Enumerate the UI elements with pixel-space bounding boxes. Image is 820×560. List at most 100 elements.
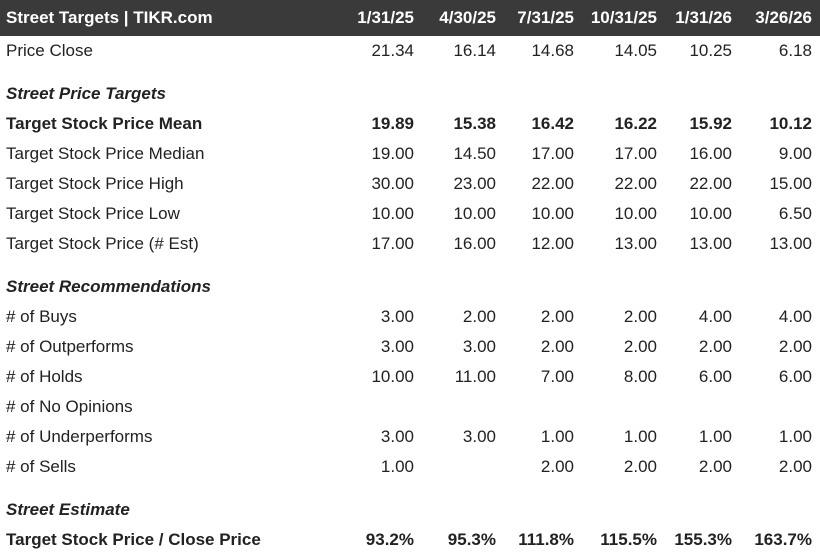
table-cell: 10.12 bbox=[769, 114, 812, 133]
row-label: Target Stock Price (# Est) bbox=[6, 234, 199, 253]
table-row-buys: # of Buys 3.00 2.00 2.00 2.00 4.00 4.00 bbox=[0, 302, 820, 332]
column-header: 10/31/25 bbox=[590, 8, 657, 27]
table-cell: 11.00 bbox=[454, 367, 496, 386]
table-cell: 19.00 bbox=[371, 144, 414, 163]
table-cell: 2.00 bbox=[698, 337, 732, 356]
table-cell: 10.00 bbox=[531, 204, 574, 223]
table-cell: 115.5% bbox=[600, 530, 657, 549]
table-cell: 10.00 bbox=[371, 367, 414, 386]
table-cell: 10.00 bbox=[614, 204, 657, 223]
section-title-estimate: Street Estimate bbox=[6, 500, 130, 519]
table-cell: 15.00 bbox=[769, 174, 812, 193]
table-cell: 93.2% bbox=[365, 530, 414, 549]
row-label: Target Stock Price / Close Price bbox=[6, 530, 261, 549]
table-cell: 14.68 bbox=[531, 41, 574, 60]
row-label: Price Close bbox=[6, 41, 93, 60]
table-cell: 3.00 bbox=[380, 427, 414, 446]
column-header: 4/30/25 bbox=[439, 8, 496, 27]
table-cell: 23.00 bbox=[453, 174, 496, 193]
table-cell: 95.3% bbox=[447, 530, 496, 549]
table-row-target-high: Target Stock Price High 30.00 23.00 22.0… bbox=[0, 169, 820, 199]
table-cell: 4.00 bbox=[778, 307, 812, 326]
table-cell: 17.00 bbox=[371, 234, 414, 253]
table-cell: 2.00 bbox=[540, 307, 574, 326]
table-cell: 22.00 bbox=[689, 174, 732, 193]
table-cell: 1.00 bbox=[623, 427, 657, 446]
table-cell: 111.8% bbox=[518, 530, 574, 549]
section-title-recommendations: Street Recommendations bbox=[6, 277, 211, 296]
column-header: 3/26/26 bbox=[755, 8, 812, 27]
table-cell: 2.00 bbox=[778, 457, 812, 476]
table-row-target-close-ratio: Target Stock Price / Close Price 93.2% 9… bbox=[0, 525, 820, 555]
table-row-target-low: Target Stock Price Low 10.00 10.00 10.00… bbox=[0, 199, 820, 229]
table-cell: 16.14 bbox=[453, 41, 496, 60]
table-cell: 7.00 bbox=[540, 367, 574, 386]
table-cell: 22.00 bbox=[614, 174, 657, 193]
table-cell: 22.00 bbox=[531, 174, 574, 193]
row-label: # of Underperforms bbox=[6, 427, 153, 446]
table-cell: 6.18 bbox=[778, 41, 812, 60]
column-header: 1/31/26 bbox=[675, 8, 732, 27]
table-cell: 1.00 bbox=[698, 427, 732, 446]
table-cell: 13.00 bbox=[614, 234, 657, 253]
table-cell: 16.22 bbox=[614, 114, 657, 133]
table-cell: 2.00 bbox=[623, 457, 657, 476]
table-cell: 6.00 bbox=[698, 367, 732, 386]
section-title-price-targets: Street Price Targets bbox=[6, 84, 166, 103]
row-label: # of Outperforms bbox=[6, 337, 134, 356]
table-cell: 155.3% bbox=[674, 530, 732, 549]
table-row-target-median: Target Stock Price Median 19.00 14.50 17… bbox=[0, 139, 820, 169]
table-cell: 10.00 bbox=[453, 204, 496, 223]
table-row-target-est-count: Target Stock Price (# Est) 17.00 16.00 1… bbox=[0, 229, 820, 259]
table-cell: 12.00 bbox=[531, 234, 574, 253]
table-cell: 2.00 bbox=[778, 337, 812, 356]
table-cell: 2.00 bbox=[623, 307, 657, 326]
table-row-holds: # of Holds 10.00 11.00 7.00 8.00 6.00 6.… bbox=[0, 362, 820, 392]
table-row-outperforms: # of Outperforms 3.00 3.00 2.00 2.00 2.0… bbox=[0, 332, 820, 362]
table-cell: 10.00 bbox=[689, 204, 732, 223]
table-title: Street Targets | TIKR.com bbox=[6, 8, 213, 27]
table-row-price-close: Price Close 21.34 16.14 14.68 14.05 10.2… bbox=[0, 36, 820, 66]
table-header: Street Targets | TIKR.com 1/31/25 4/30/2… bbox=[0, 0, 820, 36]
table-cell: 2.00 bbox=[462, 307, 496, 326]
table-cell: 1.00 bbox=[778, 427, 812, 446]
table-cell: 21.34 bbox=[371, 41, 414, 60]
table-cell: 2.00 bbox=[540, 337, 574, 356]
table-row-underperforms: # of Underperforms 3.00 3.00 1.00 1.00 1… bbox=[0, 422, 820, 452]
row-label: # of No Opinions bbox=[6, 397, 133, 416]
table-cell: 3.00 bbox=[462, 427, 496, 446]
table-cell: 16.00 bbox=[689, 144, 732, 163]
table-cell: 4.00 bbox=[698, 307, 732, 326]
table-cell: 15.38 bbox=[453, 114, 496, 133]
row-label: Target Stock Price Median bbox=[6, 144, 205, 163]
table-cell: 17.00 bbox=[531, 144, 574, 163]
table-cell: 10.00 bbox=[371, 204, 414, 223]
table-row-no-opinions: # of No Opinions bbox=[0, 392, 820, 422]
table-cell: 9.00 bbox=[778, 144, 812, 163]
table-cell: 2.00 bbox=[623, 337, 657, 356]
table-cell: 16.00 bbox=[453, 234, 496, 253]
table-cell: 2.00 bbox=[540, 457, 574, 476]
row-label: Target Stock Price Mean bbox=[6, 114, 203, 133]
table-cell: 3.00 bbox=[462, 337, 496, 356]
table-cell: 8.00 bbox=[623, 367, 657, 386]
table-cell: 19.89 bbox=[371, 114, 414, 133]
table-cell: 3.00 bbox=[380, 307, 414, 326]
table-cell: 10.25 bbox=[689, 41, 732, 60]
table-cell: 1.00 bbox=[380, 457, 414, 476]
row-label: # of Holds bbox=[6, 367, 83, 386]
table-cell: 17.00 bbox=[614, 144, 657, 163]
table-cell: 163.7% bbox=[754, 530, 812, 549]
table-cell: 13.00 bbox=[689, 234, 732, 253]
column-header: 7/31/25 bbox=[517, 8, 574, 27]
table-cell: 6.00 bbox=[778, 367, 812, 386]
table-cell: 6.50 bbox=[778, 204, 812, 223]
row-label: # of Buys bbox=[6, 307, 77, 326]
row-label: # of Sells bbox=[6, 457, 76, 476]
table-cell: 14.05 bbox=[614, 41, 657, 60]
column-header: 1/31/25 bbox=[357, 8, 414, 27]
table-cell: 1.00 bbox=[540, 427, 574, 446]
table-row-target-mean: Target Stock Price Mean 19.89 15.38 16.4… bbox=[0, 109, 820, 139]
table-row-sells: # of Sells 1.00 2.00 2.00 2.00 2.00 bbox=[0, 452, 820, 482]
